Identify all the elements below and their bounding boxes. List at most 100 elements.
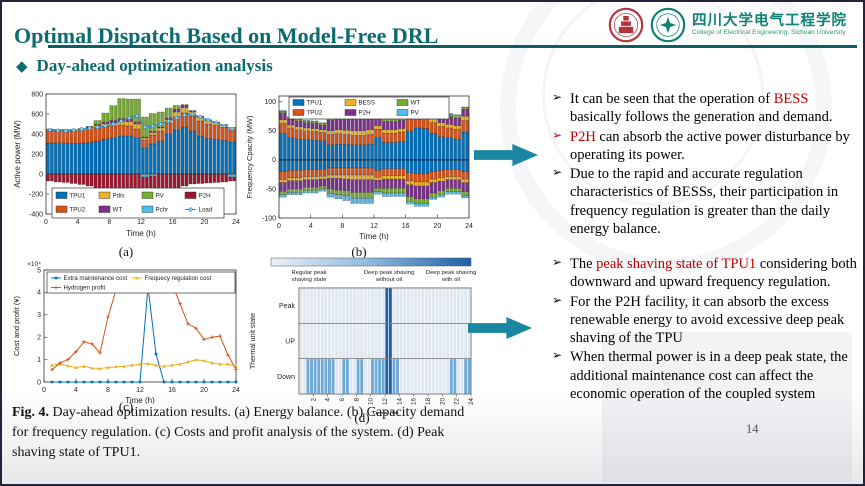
svg-text:16: 16: [168, 387, 176, 394]
bullet-item: ➢ The peak shaving state of TPU1 conside…: [552, 255, 860, 292]
svg-text:50: 50: [268, 128, 276, 135]
svg-text:Time (h): Time (h): [125, 396, 155, 404]
svg-text:100: 100: [264, 99, 276, 106]
chart-c-cost-profit: 0 1 2 3 4 5 0 4 8 12 16 20 24 Time (h) Cost and profit…: [10, 256, 242, 404]
analysis-bullets-bottom: ➢ The peak shaving state of TPU1 conside…: [552, 255, 860, 404]
title-underline: [48, 45, 857, 48]
svg-text:12: 12: [137, 219, 145, 226]
svg-text:-400: -400: [29, 211, 43, 218]
section-heading: Day-ahead optimization analysis: [36, 56, 273, 75]
slide-title: Optimal Dispatch Based on Model-Free DRL: [14, 22, 439, 48]
svg-text:Extra maintenance cost: Extra maintenance cost: [64, 275, 128, 282]
svg-text:12: 12: [370, 223, 378, 230]
arrow-bullet-icon: ➢: [552, 255, 563, 269]
svg-text:BESS: BESS: [359, 100, 376, 107]
svg-text:20: 20: [433, 223, 441, 230]
svg-text:0: 0: [42, 387, 46, 394]
chart-b-label: (b): [351, 244, 367, 259]
bullet-item: ➢ P2H can absorb the active power distur…: [552, 128, 860, 165]
svg-text:400: 400: [31, 131, 43, 138]
svg-text:TPU1: TPU1: [70, 193, 86, 200]
svg-text:2: 2: [37, 335, 41, 342]
svg-text:WT: WT: [113, 207, 123, 214]
bullet-text: When thermal power is in a deep peak sta…: [570, 349, 848, 402]
bullet-item: ➢ It can be seen that the operation of B…: [552, 90, 860, 127]
svg-text:0: 0: [37, 379, 41, 386]
bullet-text-highlight: BESS: [773, 91, 809, 107]
bullet-item: ➢ When thermal power is in a deep peak s…: [552, 348, 860, 403]
bullet-text-highlight: P2H: [570, 128, 596, 145]
svg-text:Load: Load: [199, 207, 213, 214]
analysis-bullets-top: ➢ It can be seen that the operation of B…: [552, 90, 860, 239]
svg-text:0: 0: [44, 219, 48, 226]
arrow-bullet-icon: ➢: [552, 90, 563, 104]
svg-text:×10⁴: ×10⁴: [27, 261, 41, 268]
svg-text:-100: -100: [262, 215, 276, 222]
svg-text:without oil: without oil: [375, 277, 402, 283]
chart-a-label: (a): [118, 244, 134, 259]
svg-text:3: 3: [37, 312, 41, 319]
svg-text:shaving state: shaving state: [292, 277, 327, 283]
arrow-bullet-icon: ➢: [552, 292, 563, 307]
bullet-text-highlight: peak shaving state of TPU1: [596, 256, 757, 272]
svg-text:Pchr: Pchr: [156, 207, 169, 214]
svg-text:600: 600: [31, 111, 43, 118]
svg-text:24: 24: [232, 387, 240, 394]
bullet-text: Due to the rapid and accurate regulation…: [570, 166, 839, 237]
svg-text:Regular peak: Regular peak: [291, 270, 326, 276]
svg-text:TPU2: TPU2: [307, 110, 323, 117]
svg-text:20: 20: [200, 219, 208, 226]
svg-text:8: 8: [106, 387, 110, 394]
svg-text:16: 16: [411, 398, 418, 406]
svg-text:14: 14: [396, 398, 403, 406]
svg-text:TPU2: TPU2: [70, 207, 86, 214]
svg-text:Frequecy regulation cost: Frequecy regulation cost: [145, 275, 212, 282]
svg-text:-50: -50: [266, 186, 276, 193]
svg-text:4: 4: [74, 387, 78, 394]
svg-text:24: 24: [465, 223, 473, 230]
svg-text:0: 0: [277, 223, 281, 230]
chart-d-label: (d): [354, 410, 370, 425]
svg-text:Hydrogen profit: Hydrogen profit: [64, 285, 106, 292]
svg-text:18: 18: [425, 398, 432, 406]
svg-text:4: 4: [76, 219, 80, 226]
svg-text:24: 24: [468, 398, 475, 406]
svg-text:Pdis: Pdis: [113, 193, 125, 200]
bullet-text: The: [570, 256, 597, 272]
svg-text:with oil: with oil: [441, 277, 460, 283]
svg-text:Time (h): Time (h): [371, 409, 399, 414]
svg-text:PV: PV: [411, 110, 420, 117]
svg-text:10: 10: [368, 398, 375, 406]
sichuan-university-seal-icon: [608, 7, 644, 43]
svg-text:4: 4: [325, 398, 332, 402]
svg-text:12: 12: [382, 398, 389, 406]
bullet-text: It can be seen that the operation of: [570, 91, 774, 107]
figure-caption-text: Day-ahead optimization results. (a) Ener…: [12, 405, 465, 460]
chart-a-energy-balance: -400 -200 0 200 400 600 800 0 4 8 12 16 20 24 Time (h)…: [10, 88, 242, 246]
svg-text:16: 16: [402, 223, 410, 230]
svg-text:Cost and profit (¥): Cost and profit (¥): [12, 295, 21, 356]
svg-text:Down: Down: [277, 374, 295, 381]
svg-text:800: 800: [31, 91, 43, 98]
figure-caption-number: Fig. 4.: [12, 405, 49, 420]
svg-text:Active power (MW): Active power (MW): [13, 120, 22, 188]
svg-text:Time (h): Time (h): [359, 232, 389, 241]
svg-text:Thermal unit state: Thermal unit state: [250, 313, 257, 369]
figure-caption: Fig. 4. Day-ahead optimization results. …: [12, 403, 477, 463]
svg-text:P2H: P2H: [199, 193, 211, 200]
diamond-bullet-icon: ◆: [16, 57, 28, 75]
svg-text:8: 8: [107, 219, 111, 226]
svg-text:0: 0: [272, 157, 276, 164]
svg-text:Deep peak shaving: Deep peak shaving: [426, 270, 476, 276]
svg-text:UP: UP: [285, 339, 295, 346]
svg-text:4: 4: [37, 290, 41, 297]
arrow-bullet-icon: ➢: [552, 348, 563, 363]
svg-text:200: 200: [31, 151, 43, 158]
svg-text:Peak: Peak: [279, 303, 295, 310]
university-seal-watermark-inner: [542, 2, 764, 206]
svg-text:0: 0: [39, 171, 43, 178]
svg-text:Frequency Cpacity (MW): Frequency Cpacity (MW): [245, 115, 254, 198]
svg-text:WT: WT: [411, 100, 421, 107]
bullet-text: considering both downward and upward fre…: [570, 256, 857, 291]
